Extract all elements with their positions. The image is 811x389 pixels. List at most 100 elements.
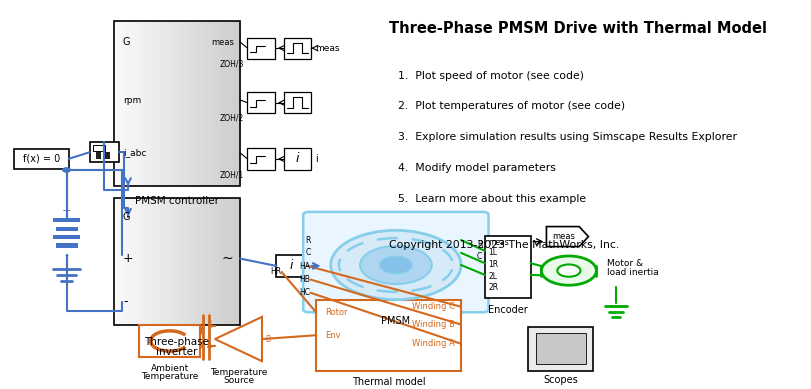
Text: PMSM: PMSM	[381, 316, 410, 326]
Text: 4.  Modify model parameters: 4. Modify model parameters	[397, 163, 556, 173]
Bar	[173, 198, 178, 325]
Text: Three-phase: Three-phase	[144, 337, 209, 347]
Text: S: S	[207, 321, 212, 330]
Text: i: i	[315, 154, 318, 164]
Bar	[143, 21, 148, 186]
Bar	[93, 145, 105, 151]
Text: C: C	[476, 252, 482, 261]
Bar	[131, 198, 135, 325]
Bar	[139, 198, 144, 325]
Text: 1.  Plot speed of motor (see code): 1. Plot speed of motor (see code)	[397, 71, 583, 81]
Bar	[181, 198, 186, 325]
Text: meas: meas	[212, 38, 234, 47]
Bar	[114, 198, 240, 325]
Bar	[247, 37, 275, 59]
FancyBboxPatch shape	[303, 212, 488, 312]
Text: ZOH/2: ZOH/2	[219, 114, 243, 123]
Bar	[164, 21, 169, 186]
Bar	[219, 21, 224, 186]
Text: Winding C: Winding C	[412, 302, 455, 311]
Bar	[215, 198, 220, 325]
Bar	[283, 37, 311, 59]
Bar	[114, 198, 118, 325]
Text: f(x) = 0: f(x) = 0	[23, 154, 60, 164]
Bar	[139, 325, 200, 357]
Text: HR: HR	[270, 267, 281, 277]
Text: meas: meas	[488, 238, 508, 247]
Bar	[189, 21, 195, 186]
Bar	[53, 235, 80, 239]
Bar	[177, 21, 182, 186]
Polygon shape	[546, 226, 588, 247]
Bar	[164, 198, 169, 325]
Bar	[202, 198, 207, 325]
Bar	[484, 236, 530, 298]
Bar	[185, 21, 190, 186]
Bar	[206, 198, 211, 325]
Bar	[198, 198, 203, 325]
Text: Copyright 2013-2023 The MathWorks, Inc.: Copyright 2013-2023 The MathWorks, Inc.	[388, 240, 618, 250]
Text: i_abc: i_abc	[122, 149, 146, 158]
Bar	[247, 148, 275, 170]
Text: C: C	[305, 248, 310, 258]
Bar	[535, 333, 586, 364]
Text: R: R	[305, 236, 310, 245]
Text: Thermal model: Thermal model	[351, 377, 425, 387]
Circle shape	[379, 256, 412, 273]
Text: ZOH/1: ZOH/1	[219, 170, 243, 179]
Bar	[528, 326, 593, 371]
Text: 2L: 2L	[488, 272, 497, 280]
Bar	[15, 149, 69, 169]
Bar	[122, 198, 127, 325]
Bar	[139, 21, 144, 186]
Bar	[89, 142, 118, 162]
Text: Temperature: Temperature	[209, 368, 267, 377]
Text: 5.  Learn more about this example: 5. Learn more about this example	[397, 194, 586, 204]
Text: Source: Source	[222, 376, 254, 385]
Bar	[276, 255, 307, 277]
Bar	[206, 21, 211, 186]
Bar	[231, 21, 237, 186]
Bar	[227, 21, 232, 186]
Bar	[189, 198, 195, 325]
Circle shape	[330, 230, 461, 300]
Polygon shape	[215, 317, 262, 361]
Text: i: i	[290, 259, 293, 272]
Text: inverter: inverter	[156, 347, 197, 357]
Text: rpm: rpm	[122, 96, 141, 105]
Bar	[177, 198, 182, 325]
Text: +: +	[62, 206, 71, 216]
Bar	[219, 198, 224, 325]
Bar	[55, 244, 77, 248]
Bar	[118, 21, 122, 186]
Bar	[96, 152, 101, 159]
Bar	[156, 21, 161, 186]
Text: Rotor: Rotor	[324, 308, 347, 317]
Text: 2R: 2R	[488, 283, 498, 293]
Text: R: R	[476, 240, 482, 249]
Bar	[236, 21, 241, 186]
Text: ZOH/3: ZOH/3	[219, 59, 243, 68]
Bar	[236, 198, 241, 325]
Text: Ambient: Ambient	[150, 364, 189, 373]
Text: G: G	[122, 212, 131, 222]
Text: 1R: 1R	[488, 260, 498, 269]
Text: meas: meas	[315, 44, 340, 53]
Text: HA: HA	[299, 262, 310, 271]
Bar	[283, 148, 311, 170]
Bar	[223, 21, 228, 186]
Text: +: +	[122, 252, 134, 265]
Bar	[126, 21, 131, 186]
Circle shape	[62, 168, 70, 172]
Bar	[160, 21, 165, 186]
Bar	[118, 198, 122, 325]
Bar	[223, 198, 228, 325]
Bar	[210, 198, 216, 325]
Text: i: i	[295, 152, 298, 165]
Bar	[114, 21, 240, 186]
Bar	[185, 198, 190, 325]
Text: meas: meas	[552, 232, 575, 241]
Bar	[173, 21, 178, 186]
Bar	[210, 21, 216, 186]
Text: -: -	[64, 250, 68, 259]
